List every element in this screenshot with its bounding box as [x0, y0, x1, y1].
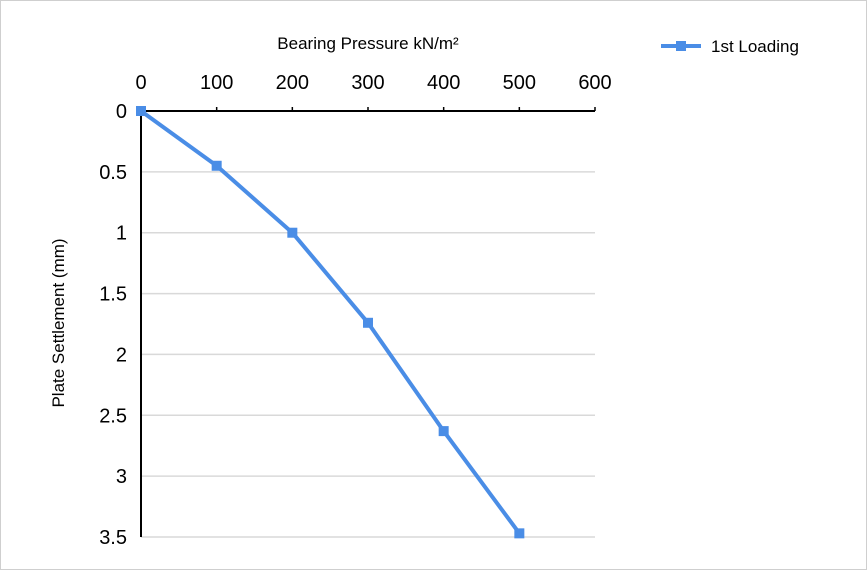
x-tick-label-2: 200	[276, 72, 309, 94]
data-point-0-2	[287, 227, 298, 238]
y-tick-label-2: 1	[116, 223, 127, 245]
gridlines	[141, 171, 595, 538]
x-axis-title: Bearing Pressure kN/m²	[277, 34, 459, 53]
x-tick-label-5: 500	[503, 72, 536, 94]
y-axis-title: Plate Settlement (mm)	[49, 238, 68, 407]
series-layer	[136, 106, 525, 539]
series-line-0	[139, 109, 522, 536]
x-tick-label-6: 600	[578, 72, 611, 94]
legend-marker-swatch	[676, 41, 686, 51]
y-tick-label-5: 2.5	[99, 405, 127, 427]
data-point-0-4	[438, 426, 449, 437]
y-tick-label-0: 0	[116, 101, 127, 123]
y-tick-label-1: 0.5	[99, 162, 127, 184]
y-tick-label-6: 3	[116, 466, 127, 488]
y-tick-labels: 0 0.5 1 1.5 2 2.5 3 3.5	[99, 101, 127, 549]
x-tick-label-4: 400	[427, 72, 460, 94]
data-point-0-0	[136, 106, 146, 116]
x-tick-label-3: 300	[351, 72, 384, 94]
y-tick-label-7: 3.5	[99, 527, 127, 549]
legend[interactable]: 1st Loading	[661, 37, 799, 56]
legend-label: 1st Loading	[711, 37, 799, 56]
y-tick-label-3: 1.5	[99, 284, 127, 306]
x-tick-label-0: 0	[135, 72, 146, 94]
data-point-0-1	[211, 160, 222, 171]
data-point-0-3	[363, 317, 373, 328]
data-point-0-5	[514, 528, 525, 539]
x-tick-label-1: 100	[200, 72, 233, 94]
x-tick-labels: 0 100 200 300 400 500 600	[135, 72, 612, 111]
y-tick-label-4: 2	[116, 344, 127, 366]
